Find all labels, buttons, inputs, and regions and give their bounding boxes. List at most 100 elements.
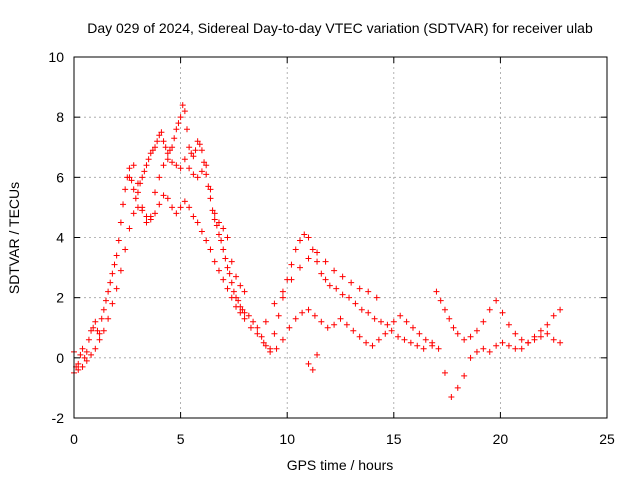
data-point: [92, 345, 99, 352]
data-point: [215, 219, 222, 226]
data-point: [518, 336, 525, 343]
y-tick-label: 10: [48, 49, 64, 65]
data-point: [111, 261, 118, 268]
data-point: [188, 150, 195, 157]
data-point: [126, 165, 133, 172]
data-point: [130, 186, 137, 193]
data-point: [473, 348, 480, 355]
data-point: [247, 324, 254, 331]
data-point: [209, 207, 216, 214]
data-point: [435, 345, 442, 352]
data-point: [164, 150, 171, 157]
data-point: [292, 315, 299, 322]
data-point: [305, 306, 312, 313]
data-point: [203, 162, 210, 169]
data-point: [299, 309, 306, 316]
data-point: [237, 309, 244, 316]
data-point: [145, 156, 152, 163]
data-point: [245, 312, 252, 319]
data-point: [79, 363, 86, 370]
data-point: [147, 150, 154, 157]
data-point: [152, 144, 159, 151]
data-point: [305, 360, 312, 367]
data-point: [128, 177, 135, 184]
data-point: [318, 270, 325, 277]
data-point: [169, 204, 176, 211]
data-point: [160, 192, 167, 199]
data-point: [98, 315, 105, 322]
data-point: [122, 186, 129, 193]
data-point: [181, 198, 188, 205]
data-point: [322, 276, 329, 283]
data-point: [352, 300, 359, 307]
data-point: [254, 324, 261, 331]
data-point: [173, 162, 180, 169]
data-point: [224, 264, 231, 271]
data-point: [550, 336, 557, 343]
data-point: [173, 210, 180, 217]
data-point: [407, 339, 414, 346]
data-point: [339, 291, 346, 298]
data-point: [309, 246, 316, 253]
data-point: [130, 162, 137, 169]
data-point: [557, 339, 564, 346]
data-point: [311, 312, 318, 319]
data-point: [486, 348, 493, 355]
data-point: [371, 315, 378, 322]
data-point: [215, 231, 222, 238]
x-tick-label: 20: [493, 431, 509, 447]
data-point: [267, 348, 274, 355]
data-point: [194, 219, 201, 226]
data-point: [201, 159, 208, 166]
data-point: [467, 354, 474, 361]
data-point: [273, 345, 280, 352]
data-point: [90, 324, 97, 331]
data-point: [260, 339, 267, 346]
data-point: [220, 246, 227, 253]
data-point: [512, 330, 519, 337]
data-point: [414, 342, 421, 349]
data-point: [333, 285, 340, 292]
data-point: [373, 294, 380, 301]
data-point: [113, 252, 120, 259]
data-point: [286, 324, 293, 331]
data-point: [92, 318, 99, 325]
data-point: [186, 144, 193, 151]
data-point: [346, 294, 353, 301]
data-point: [480, 318, 487, 325]
data-point: [134, 189, 141, 196]
data-point: [141, 168, 148, 175]
data-point: [109, 300, 116, 307]
x-tick-label: 10: [279, 431, 295, 447]
data-point: [356, 285, 363, 292]
data-point: [156, 174, 163, 181]
data-point: [152, 189, 159, 196]
data-point: [175, 120, 182, 127]
data-point: [258, 333, 265, 340]
data-point: [177, 204, 184, 211]
data-point: [213, 222, 220, 229]
data-point: [314, 258, 321, 265]
data-point: [331, 267, 338, 274]
data-point: [525, 339, 532, 346]
data-point: [271, 300, 278, 307]
data-point: [211, 258, 218, 265]
data-point: [164, 156, 171, 163]
data-point: [537, 333, 544, 340]
data-point: [211, 210, 218, 217]
data-point: [296, 264, 303, 271]
data-point: [120, 201, 127, 208]
data-point: [183, 126, 190, 133]
data-point: [254, 330, 261, 337]
data-point: [81, 354, 88, 361]
x-tick-label: 15: [386, 431, 402, 447]
data-point: [233, 273, 240, 280]
data-point: [162, 144, 169, 151]
data-point: [241, 288, 248, 295]
data-point: [461, 372, 468, 379]
data-point: [169, 144, 176, 151]
data-point: [288, 276, 295, 283]
data-points: [71, 102, 564, 400]
data-point: [429, 342, 436, 349]
data-point: [96, 330, 103, 337]
